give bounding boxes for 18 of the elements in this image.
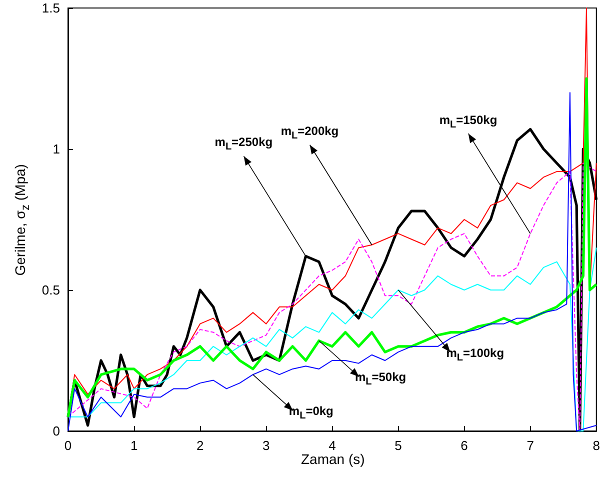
x-tick-label: 3 — [262, 438, 270, 453]
x-tick-label: 6 — [460, 438, 468, 453]
x-tick-label: 7 — [526, 438, 534, 453]
y-tick-label: 0.5 — [42, 282, 60, 298]
x-tick-label: 0 — [64, 438, 72, 453]
x-tick-label: 8 — [592, 438, 600, 453]
annotation: m$_{L}$=250kg — [214, 135, 273, 153]
annotation: m$_{L}$=200kg — [280, 124, 339, 142]
y-tick-label: 1.5 — [42, 0, 60, 16]
x-tick-label: 1 — [130, 438, 138, 453]
annotation: m$_{L}$=100kg — [446, 346, 504, 363]
x-tick-label: 4 — [328, 438, 336, 453]
y-tick-label: 1 — [52, 142, 60, 156]
x-axis-title: Zaman (s) — [301, 451, 365, 467]
y-tick-label: 0 — [52, 424, 60, 438]
x-tick-label: 5 — [394, 438, 402, 453]
x-tick-label: 2 — [196, 438, 204, 453]
annotation: m$_{L}$=150kg — [439, 112, 498, 130]
